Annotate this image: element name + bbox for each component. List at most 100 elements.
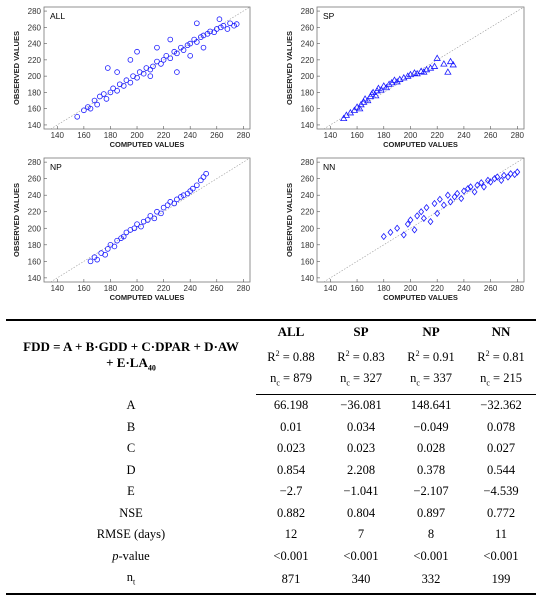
- data-point: [404, 220, 411, 228]
- data-point: [377, 86, 385, 93]
- x-tick-label: 240: [457, 284, 471, 293]
- y-tick-label: 220: [301, 208, 315, 217]
- nc-cell: nc = 879: [256, 368, 326, 396]
- row-label: A: [126, 397, 136, 412]
- data-point: [194, 182, 200, 189]
- column-header-all: ALL: [256, 319, 326, 343]
- y-tick-label: 140: [28, 121, 42, 130]
- y-tick-label: 200: [301, 224, 315, 233]
- data-point: [385, 80, 393, 87]
- y-tick-label: 240: [28, 40, 42, 49]
- data-point: [158, 210, 164, 217]
- table-row: D 0.854 2.208 0.378 0.544: [6, 460, 536, 482]
- data-point: [134, 221, 140, 227]
- x-tick-label: 180: [377, 131, 391, 140]
- data-point: [380, 82, 388, 89]
- data-point: [380, 232, 387, 241]
- data-point: [134, 74, 140, 81]
- data-point: [418, 208, 425, 216]
- y-axis-label: OBSERVED VALUES: [12, 183, 21, 257]
- r2-cell: R2 = 0.88: [267, 348, 315, 364]
- x-tick-label: 140: [324, 284, 338, 293]
- data-point: [102, 251, 108, 258]
- data-point: [160, 204, 167, 211]
- data-point: [158, 61, 164, 67]
- value-cell: <0.001: [413, 548, 449, 563]
- data-point: [163, 52, 170, 59]
- data-point: [190, 185, 196, 192]
- value-cell: 8: [427, 527, 435, 542]
- data-point: [203, 170, 209, 177]
- data-point: [138, 223, 144, 230]
- data-point: [134, 48, 140, 55]
- data-point: [227, 20, 233, 27]
- x-tick-label: 260: [210, 284, 224, 293]
- regression-results-table: FDD = A + B·GDD + C·DPAR + D·AW + E·LA40…: [6, 319, 536, 595]
- x-tick-label: 180: [104, 131, 118, 140]
- row-label: nt: [6, 567, 256, 595]
- x-tick-label: 140: [51, 131, 65, 140]
- data-point: [514, 168, 521, 176]
- y-tick-label: 240: [28, 191, 42, 200]
- data-point: [433, 54, 441, 61]
- value-cell: 148.641: [410, 398, 452, 413]
- value-cell: 199: [466, 567, 536, 595]
- value-cell: −0.049: [413, 419, 449, 434]
- data-point: [167, 55, 174, 62]
- value-cell: 0.882: [276, 505, 306, 520]
- data-point: [501, 171, 507, 180]
- data-point: [94, 256, 100, 263]
- y-tick-label: 220: [28, 56, 42, 65]
- data-point: [505, 173, 511, 181]
- table-header-row: FDD = A + B·GDD + C·DPAR + D·AW + E·LA40…: [6, 319, 536, 395]
- data-point: [127, 79, 134, 86]
- x-axis-label: COMPUTED VALUES: [110, 140, 185, 149]
- value-cell: 0.034: [346, 419, 376, 434]
- y-tick-label: 280: [28, 7, 42, 16]
- data-point: [220, 22, 227, 29]
- data-point: [404, 72, 412, 79]
- data-point: [414, 212, 421, 220]
- x-tick-label: 200: [404, 284, 418, 293]
- data-point: [507, 170, 514, 178]
- r2-cell: R2 = 0.83: [337, 348, 385, 364]
- data-point: [154, 44, 160, 51]
- x-tick-label: 280: [511, 284, 525, 293]
- data-point: [464, 184, 471, 193]
- value-cell: 66.198: [273, 398, 309, 413]
- y-tick-label: 240: [301, 40, 315, 49]
- data-point: [400, 231, 407, 239]
- scatter-panel-sp: 140 160 180 200 220 240 260 280 140 160 180 200 220 2…: [285, 6, 525, 149]
- value-cell: 0.01: [280, 419, 302, 434]
- value-cell: 0.897: [416, 505, 446, 520]
- x-tick-label: 240: [184, 284, 198, 293]
- data-point: [478, 179, 485, 187]
- data-point: [487, 178, 494, 186]
- x-tick-label: 140: [51, 284, 65, 293]
- y-tick-label: 280: [301, 7, 315, 16]
- data-point: [164, 202, 171, 208]
- formula-line-1: FDD = A + B·GDD + C·DPAR + D·AW: [23, 339, 239, 355]
- plot-frame: [43, 157, 251, 283]
- data-point: [200, 44, 207, 51]
- scatter-panel-all: 140 160 180 200 220 240 260 280 140 160 180 200 220 2…: [12, 6, 251, 149]
- value-cell: 0.078: [486, 419, 516, 434]
- row-label: p-value: [112, 548, 150, 563]
- y-tick-label: 180: [28, 88, 42, 97]
- x-tick-label: 240: [457, 131, 471, 140]
- value-cell: 0.028: [416, 441, 446, 456]
- data-point: [390, 76, 399, 83]
- column-header-sp: SP: [326, 319, 396, 343]
- y-tick-label: 140: [28, 274, 42, 283]
- x-tick-label: 220: [157, 284, 171, 293]
- x-axis-label: COMPUTED VALUES: [383, 140, 458, 149]
- x-tick-label: 260: [210, 131, 224, 140]
- data-point: [447, 198, 454, 206]
- row-label: RMSE (days): [96, 527, 166, 542]
- data-point: [174, 69, 180, 75]
- x-tick-label: 160: [350, 131, 364, 140]
- data-point: [382, 83, 391, 91]
- formula-line-2: + E·LA: [106, 355, 148, 371]
- value-cell: 12: [284, 527, 298, 542]
- data-point: [494, 173, 501, 181]
